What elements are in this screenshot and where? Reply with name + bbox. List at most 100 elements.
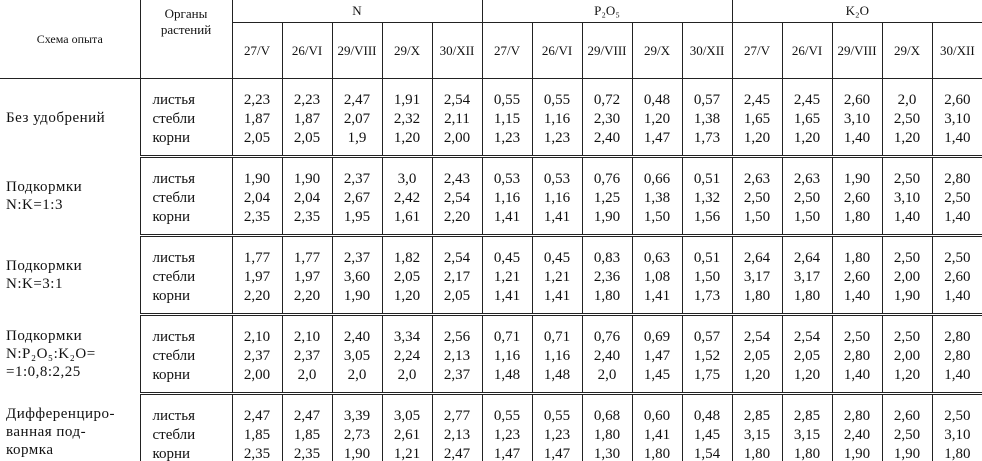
value-cell: 0,53: [531, 156, 582, 188]
date-header: 26/VI: [281, 22, 332, 79]
value-cell: 3,05: [381, 393, 432, 425]
date-header: 29/VIII: [331, 22, 382, 79]
value-cell: 1,16: [481, 188, 532, 208]
value-cell: 1,40: [931, 208, 982, 237]
value-cell: 1,41: [531, 287, 582, 316]
value-cell: 0,55: [531, 393, 582, 425]
value-cell: 0,55: [531, 78, 582, 109]
value-cell: 1,30: [581, 445, 632, 461]
scheme-cell: Подкормки N:K=3:1: [0, 236, 140, 315]
value-cell: 1,80: [631, 445, 682, 461]
value-cell: 2,80: [831, 346, 883, 366]
value-cell: 1,90: [881, 287, 933, 316]
value-cell: 1,90: [281, 156, 332, 188]
value-cell: 1,45: [631, 366, 682, 395]
value-cell: 0,72: [581, 78, 632, 109]
value-cell: 1,16: [531, 346, 582, 366]
value-cell: 2,54: [431, 235, 482, 267]
value-cell: 2,20: [431, 208, 482, 237]
value-cell: 1,97: [281, 267, 332, 287]
value-cell: 1,9: [331, 129, 382, 158]
value-cell: 2,63: [781, 156, 833, 188]
value-cell: 1,54: [681, 445, 733, 461]
value-cell: 1,50: [781, 208, 833, 237]
value-cell: 1,50: [731, 208, 783, 237]
value-cell: 2,60: [881, 393, 933, 425]
value-cell: 3,39: [331, 393, 382, 425]
value-cell: 2,47: [281, 393, 332, 425]
value-cell: 2,80: [931, 156, 982, 188]
value-cell: 2,00: [431, 129, 482, 158]
scheme-header: Схема опыта: [0, 0, 140, 79]
value-cell: 0,51: [681, 156, 733, 188]
value-cell: 2,05: [431, 287, 482, 316]
value-cell: 2,0: [281, 366, 332, 395]
value-cell: 1,73: [681, 287, 733, 316]
value-cell: 1,90: [881, 445, 933, 461]
value-cell: 1,20: [781, 366, 833, 395]
value-cell: 2,35: [281, 445, 332, 461]
group-header: K₂O: [731, 0, 982, 23]
date-header: 30/XII: [681, 22, 733, 79]
value-cell: 0,71: [531, 314, 582, 346]
value-cell: 1,16: [531, 188, 582, 208]
value-cell: 0,55: [481, 393, 532, 425]
value-cell: 1,47: [631, 346, 682, 366]
value-cell: 1,23: [481, 425, 532, 445]
value-cell: 3,10: [881, 188, 933, 208]
scheme-line: N:K=1:3: [6, 197, 63, 213]
value-cell: 2,60: [931, 78, 982, 109]
value-cell: 1,47: [631, 129, 682, 158]
value-cell: 1,20: [731, 366, 783, 395]
value-cell: 1,75: [681, 366, 733, 395]
value-cell: 2,20: [231, 287, 282, 316]
value-cell: 1,41: [481, 208, 532, 237]
value-cell: 2,37: [281, 346, 332, 366]
organs-header: Органы растений: [139, 0, 232, 79]
value-cell: 1,08: [631, 267, 682, 287]
value-cell: 2,35: [231, 445, 282, 461]
value-cell: 2,80: [931, 314, 982, 346]
value-cell: 1,80: [831, 208, 883, 237]
value-cell: 1,90: [831, 445, 883, 461]
value-cell: 1,16: [481, 346, 532, 366]
value-cell: 1,20: [781, 129, 833, 158]
organ-cell: корни: [139, 208, 232, 237]
value-cell: 3,60: [331, 267, 382, 287]
value-cell: 2,80: [831, 393, 883, 425]
value-cell: 2,54: [431, 78, 482, 109]
group-header: N: [231, 0, 482, 23]
value-cell: 1,73: [681, 129, 733, 158]
value-cell: 1,80: [581, 287, 632, 316]
value-cell: 2,13: [431, 346, 482, 366]
date-header: 29/X: [881, 22, 933, 79]
value-cell: 1,20: [881, 366, 933, 395]
value-cell: 1,15: [481, 109, 532, 129]
value-cell: 2,05: [781, 346, 833, 366]
value-cell: 1,41: [631, 425, 682, 445]
value-cell: 1,21: [531, 267, 582, 287]
scheme-line: Подкормки: [6, 179, 83, 195]
scheme-cell: Дифференциро-ванная под-кормка: [0, 394, 140, 461]
value-cell: 1,97: [231, 267, 282, 287]
value-cell: 0,53: [481, 156, 532, 188]
value-cell: 1,90: [581, 208, 632, 237]
value-cell: 1,40: [881, 208, 933, 237]
value-cell: 2,60: [831, 78, 883, 109]
value-cell: 0,57: [681, 314, 733, 346]
organ-cell: листья: [139, 156, 232, 188]
value-cell: 1,80: [731, 445, 783, 461]
value-cell: 2,60: [931, 267, 982, 287]
value-cell: 1,80: [731, 287, 783, 316]
value-cell: 2,64: [731, 235, 783, 267]
value-cell: 2,50: [781, 188, 833, 208]
date-header: 30/XII: [931, 22, 982, 79]
value-cell: 2,43: [431, 156, 482, 188]
organ-cell: листья: [139, 235, 232, 267]
value-cell: 2,54: [781, 314, 833, 346]
value-cell: 2,00: [881, 267, 933, 287]
value-cell: 2,23: [281, 78, 332, 109]
value-cell: 1,41: [531, 208, 582, 237]
value-cell: 2,47: [331, 78, 382, 109]
